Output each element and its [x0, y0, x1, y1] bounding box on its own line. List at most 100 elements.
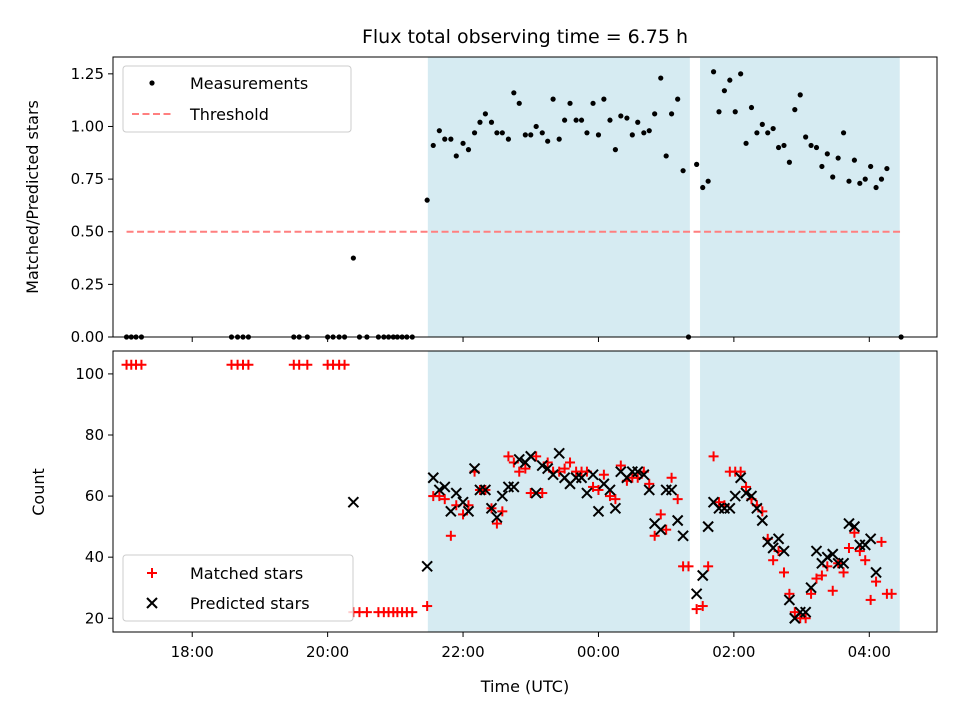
measurement-point [595, 132, 602, 138]
x-tick-label: 04:00 [848, 643, 891, 661]
measurement-point [350, 255, 356, 261]
predicted-star-point [665, 484, 678, 496]
predicted-star-point [655, 523, 667, 536]
observing-window-0 [427, 351, 690, 632]
predicted-star-point [724, 502, 736, 515]
legend-measurements-label: Measurements [190, 74, 308, 93]
predicted-star-point [643, 484, 655, 496]
predicted-star-point [756, 514, 769, 527]
measurement-point [884, 165, 890, 172]
matched-star-point [865, 594, 876, 605]
measurement-point [675, 96, 681, 102]
predicted-star-point [778, 545, 790, 557]
predicted-star-point [870, 566, 882, 579]
measurement-point [700, 184, 706, 191]
legend-matched-label: Matched stars [190, 564, 303, 583]
measurement-point [808, 142, 814, 149]
matched-star-point [407, 607, 418, 618]
measurement-point [465, 147, 472, 153]
predicted-star-point [513, 453, 525, 466]
measurement-point [727, 77, 733, 83]
predicted-star-point [740, 487, 752, 499]
predicted-star-point [729, 490, 741, 502]
measurement-point [705, 178, 711, 184]
matched-star-point [849, 527, 860, 538]
legend-matched-marker [147, 568, 157, 578]
measurement-point [754, 130, 760, 136]
predicted-star-point [837, 557, 850, 569]
measurement-point [873, 184, 879, 191]
y-tick-label: 40 [85, 548, 104, 566]
measurement-point [528, 132, 534, 138]
measurement-point [545, 138, 551, 144]
x-tick-label: 02:00 [712, 643, 755, 661]
measurement-point [516, 100, 522, 106]
measurement-point [813, 144, 820, 151]
predicted-star-point [553, 447, 565, 460]
bottom-legend-box [122, 554, 354, 622]
measurement-point [562, 117, 568, 123]
predicted-star-point [496, 490, 509, 502]
predicted-star-point [450, 487, 462, 499]
predicted-star-point [479, 484, 492, 496]
top-legend-box [122, 65, 352, 133]
measurement-point [584, 130, 590, 136]
matched-star-point [520, 463, 531, 474]
measurement-point [652, 111, 658, 117]
measurement-point [556, 136, 562, 142]
measurement-point [868, 163, 874, 170]
y-tick-label: 1.25 [71, 65, 104, 83]
matched-star-point [741, 481, 752, 492]
measurement-point [442, 136, 448, 142]
legend-threshold-label: Threshold [189, 105, 269, 124]
top-y-axis-label: Matched/Predicted stars [23, 100, 42, 294]
y-tick-label: 0.25 [71, 275, 104, 293]
matched-star-point [598, 469, 609, 480]
matched-star-point [497, 506, 508, 517]
y-tick-label: 0.50 [71, 223, 104, 241]
measurement-point [453, 153, 459, 159]
matched-star-point [778, 567, 789, 578]
predicted-star-point [592, 505, 605, 518]
matched-star-point [886, 588, 897, 599]
predicted-star-point [799, 606, 812, 618]
top-y-ticks: 0.00 0.25 0.50 0.75 1.00 1.25 [71, 65, 113, 346]
matched-star-point [666, 472, 677, 483]
predicted-star-point [751, 502, 763, 515]
predicted-star-point [445, 505, 457, 518]
measurement-point [878, 176, 885, 182]
x-tick-label: 00:00 [577, 643, 620, 661]
measurement-point [765, 130, 771, 136]
matched-star-point [136, 359, 147, 370]
predicted-star-point [421, 560, 433, 573]
predicted-star-point [821, 551, 834, 563]
measurement-point [511, 90, 517, 96]
predicted-star-point [485, 502, 498, 515]
measurement-point [786, 159, 792, 165]
matched-star-point [514, 466, 525, 477]
predicted-star-point [530, 487, 542, 499]
measurement-point [797, 92, 803, 98]
predicted-star-point [457, 496, 469, 508]
measurement-point [824, 151, 830, 157]
measurement-point [477, 119, 483, 125]
matched-star-point [800, 613, 811, 624]
matched-star-point [713, 497, 724, 508]
matched-star-points [121, 359, 897, 624]
matched-star-point [537, 488, 548, 499]
predicted-star-point [604, 484, 616, 496]
matched-star-point [768, 555, 779, 566]
measurement-point [710, 69, 717, 75]
measurement-point [716, 109, 722, 115]
measurement-point [835, 155, 841, 161]
predicted-star-point [734, 472, 747, 484]
bottom-axes-frame [112, 350, 938, 633]
matched-star-point [735, 466, 746, 477]
measurement-point [573, 117, 579, 123]
matched-star-point [703, 561, 714, 572]
measurement-point [743, 140, 749, 146]
measurement-point [694, 161, 700, 167]
ratio-panel: 0.00 0.25 0.50 0.75 1.00 1.25 Matched/Predict… [23, 56, 938, 346]
predicted-star-point [810, 545, 823, 557]
